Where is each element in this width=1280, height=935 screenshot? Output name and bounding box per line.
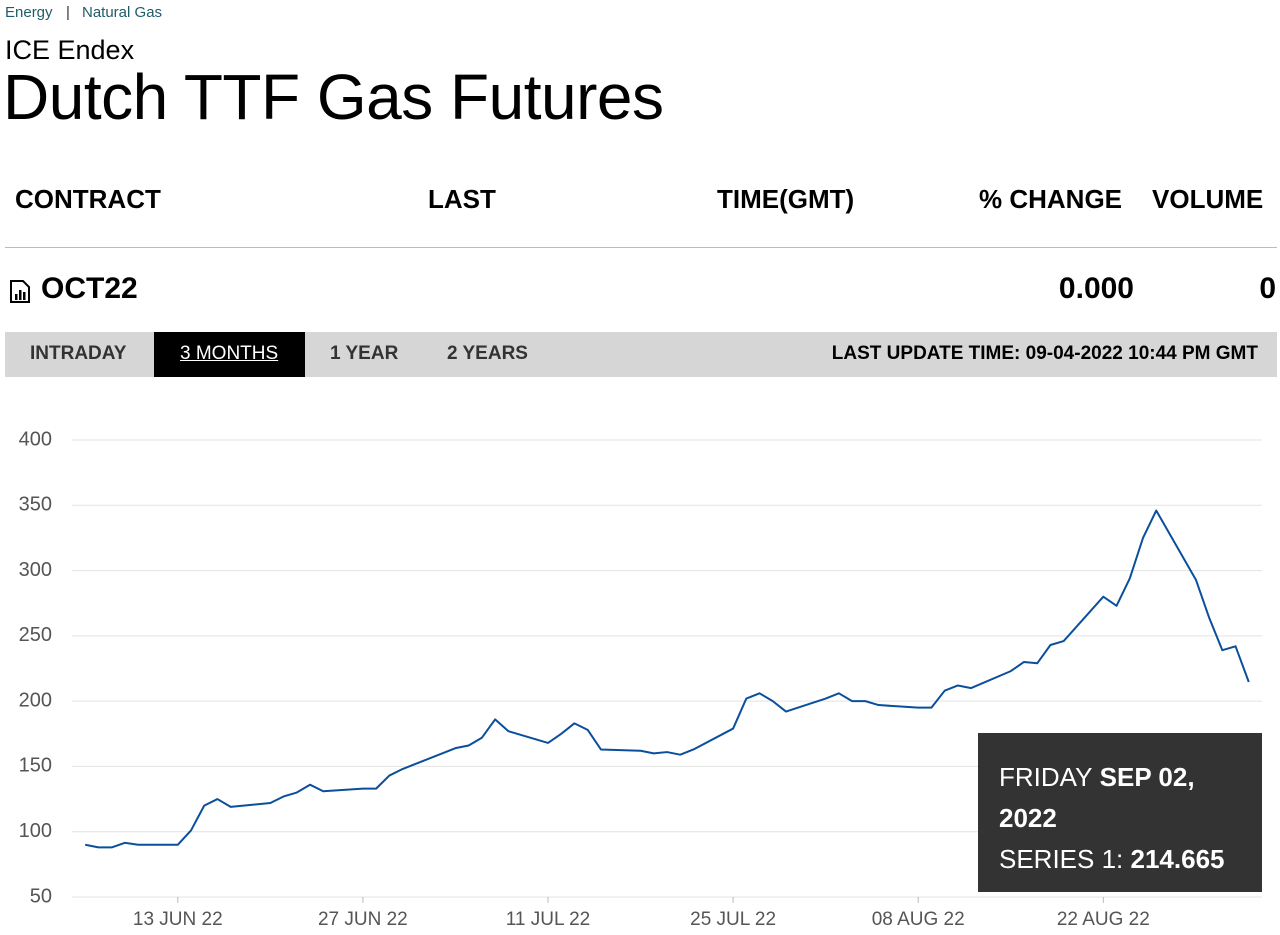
breadcrumb-link[interactable]: Energy — [5, 4, 53, 21]
exchange: ICE Endex — [5, 35, 135, 65]
x-tick-label: 13 JUN 22 — [133, 909, 223, 930]
chart: 50 100 150 200 250 300 350 400 13 JUN 22 27 JUN 2… — [19, 428, 1262, 930]
y-tick-label: 200 — [19, 689, 52, 711]
tab[interactable]: 1 YEAR — [330, 343, 399, 364]
y-tick-label: 50 — [30, 885, 52, 907]
breadcrumb-link[interactable]: Natural Gas — [82, 4, 163, 21]
y-tick-label: 150 — [19, 755, 52, 777]
x-tick-label: 11 JUL 22 — [506, 909, 591, 930]
contract[interactable]: OCT22 — [41, 272, 138, 305]
last-update: LAST UPDATE TIME: 09-04-2022 10:44 PM GM… — [831, 343, 1258, 364]
chart-icon[interactable] — [9, 280, 31, 304]
tab[interactable]: INTRADAY — [30, 343, 127, 364]
y-tick-label: 350 — [19, 494, 52, 516]
series-line — [85, 509, 1250, 849]
y-tick-label: 400 — [19, 428, 52, 450]
column-header: % CHANGE — [979, 184, 1123, 214]
column-header: CONTRACT — [15, 184, 161, 214]
x-tick-label: 08 AUG 22 — [872, 909, 965, 930]
divider — [5, 247, 1277, 248]
volume: 0 — [1259, 272, 1276, 305]
y-tick-label: 300 — [19, 559, 52, 581]
tab[interactable]: 2 YEARS — [447, 343, 528, 364]
column-header: LAST — [428, 184, 496, 214]
tooltip: FRIDAY SEP 02, 2022 SERIES 1: 214.665 — [978, 733, 1262, 892]
y-tick-label: 100 — [19, 820, 52, 842]
tab[interactable]: 3 MONTHS — [180, 343, 279, 364]
breadcrumb-separator: | — [66, 4, 70, 21]
column-header: TIME(GMT) — [717, 184, 855, 214]
x-tick-label: 22 AUG 22 — [1057, 909, 1150, 930]
tooltip-date: SEP 02, 2022 — [999, 762, 1195, 833]
y-tick-label: 250 — [19, 624, 52, 646]
x-tick-label: 25 JUL 22 — [690, 909, 776, 930]
tooltip-value: 214.665 — [1130, 844, 1225, 874]
percent-change: 0.000 — [1058, 272, 1134, 305]
page-title: Dutch TTF Gas Futures — [3, 61, 664, 133]
tooltip-weekday: FRIDAY — [999, 762, 1093, 792]
x-tick-label: 27 JUN 22 — [318, 909, 408, 930]
column-header: VOLUME — [1152, 184, 1264, 214]
tooltip-label: SERIES 1: — [999, 844, 1124, 874]
active-tab-bg — [154, 332, 305, 377]
